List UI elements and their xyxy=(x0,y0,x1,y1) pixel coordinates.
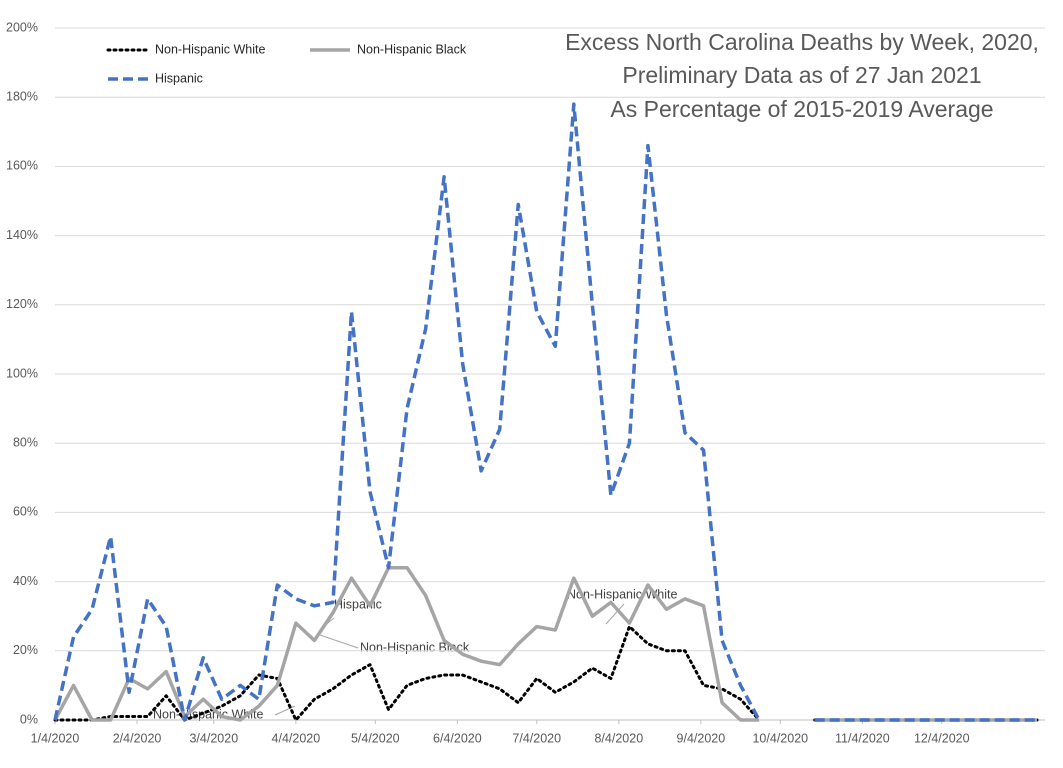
x-tick-label: 10/4/2020 xyxy=(752,731,808,745)
y-tick-label: 160% xyxy=(6,159,38,173)
x-tick-label: 2/4/2020 xyxy=(113,731,162,745)
series-line xyxy=(53,566,1038,722)
y-tick-label: 100% xyxy=(6,366,38,380)
x-tick-label: 11/4/2020 xyxy=(835,731,890,745)
y-tick-label: 0% xyxy=(20,712,38,726)
y-tick-label: 60% xyxy=(13,505,38,519)
series-line xyxy=(53,625,1039,722)
chart-title: As Percentage of 2015-2019 Average xyxy=(610,96,993,122)
y-tick-label: 80% xyxy=(13,435,38,449)
legend-label: Non-Hispanic Black xyxy=(357,42,467,56)
x-tick-label: 3/4/2020 xyxy=(189,731,238,745)
x-tick-label: 1/4/2020 xyxy=(31,731,80,745)
x-tick-label: 5/4/2020 xyxy=(351,731,400,745)
legend-label: Hispanic xyxy=(155,71,203,85)
annotation: Hispanic xyxy=(334,597,382,611)
x-tick-label: 6/4/2020 xyxy=(433,731,482,745)
x-tick-label: 12/4/2020 xyxy=(914,731,970,745)
y-tick-label: 180% xyxy=(6,89,38,103)
y-tick-label: 40% xyxy=(13,574,38,588)
annotation: Non-Hispanic White xyxy=(567,587,678,601)
y-tick-label: 120% xyxy=(6,297,38,311)
y-tick-label: 140% xyxy=(6,228,38,242)
chart-title: Preliminary Data as of 27 Jan 2021 xyxy=(622,62,981,88)
y-tick-label: 200% xyxy=(6,20,38,34)
leader-line xyxy=(274,705,296,716)
x-tick-label: 4/4/2020 xyxy=(272,731,321,745)
x-tick-label: 7/4/2020 xyxy=(512,731,561,745)
legend-label: Non-Hispanic White xyxy=(155,42,266,56)
leader-line xyxy=(605,603,625,625)
series-line xyxy=(53,102,1038,722)
y-tick-label: 20% xyxy=(13,643,38,657)
chart-title: Excess North Carolina Deaths by Week, 20… xyxy=(565,29,1039,55)
x-tick-label: 8/4/2020 xyxy=(594,731,643,745)
x-tick-label: 9/4/2020 xyxy=(677,731,726,745)
leader-line xyxy=(319,634,359,649)
